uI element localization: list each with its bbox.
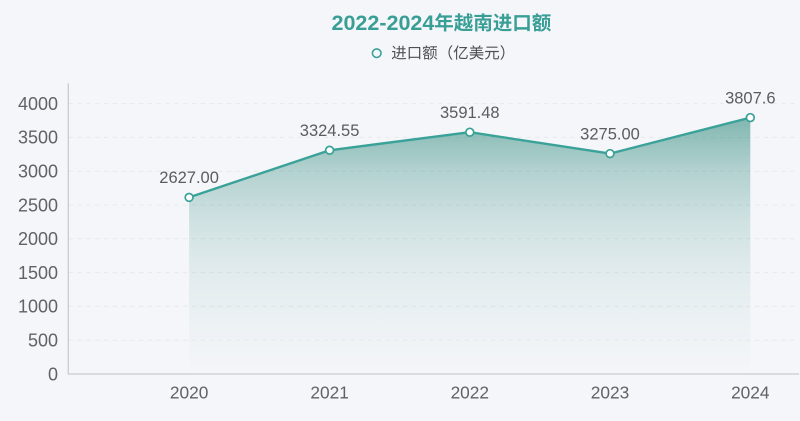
svg-text:2023: 2023 — [591, 383, 629, 403]
svg-text:0: 0 — [48, 364, 58, 384]
svg-text:2020: 2020 — [170, 383, 208, 403]
svg-text:2024: 2024 — [731, 383, 770, 403]
svg-text:1500: 1500 — [18, 263, 58, 283]
svg-text:500: 500 — [28, 331, 58, 351]
svg-text:2022: 2022 — [451, 383, 489, 403]
svg-text:3591.48: 3591.48 — [440, 104, 500, 122]
svg-text:3500: 3500 — [18, 128, 58, 148]
svg-text:4000: 4000 — [18, 94, 58, 114]
svg-text:3324.55: 3324.55 — [300, 122, 360, 140]
svg-text:2627.00: 2627.00 — [159, 169, 219, 187]
svg-text:1000: 1000 — [18, 297, 58, 317]
svg-text:3275.00: 3275.00 — [580, 125, 640, 143]
svg-text:3807.6: 3807.6 — [725, 89, 775, 107]
svg-text:2000: 2000 — [18, 229, 58, 249]
svg-text:2500: 2500 — [18, 195, 58, 215]
svg-text:2022-2024: 2022-2024 — [332, 11, 435, 35]
svg-text:2021: 2021 — [310, 383, 348, 403]
svg-text:3000: 3000 — [18, 162, 58, 182]
